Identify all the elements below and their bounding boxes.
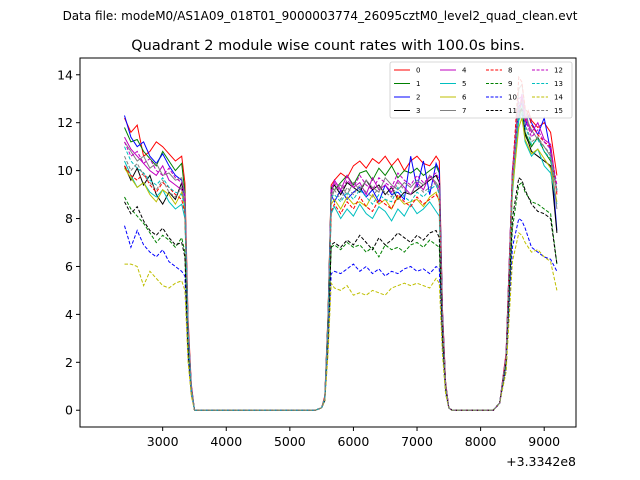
- legend-label-5: 5: [462, 80, 466, 88]
- plot-area: [124, 75, 558, 411]
- series-line-13: [124, 104, 558, 411]
- legend-label-11: 11: [508, 107, 517, 115]
- y-tick-label: 14: [57, 67, 73, 82]
- y-tick-label: 10: [57, 163, 73, 178]
- legend-label-15: 15: [554, 107, 563, 115]
- chart-title: Quadrant 2 module wise count rates with …: [131, 38, 525, 54]
- x-tick-label: 5000: [274, 434, 306, 449]
- legend-label-13: 13: [554, 80, 563, 88]
- legend-label-12: 12: [554, 67, 563, 75]
- x-tick-label: 6000: [338, 434, 370, 449]
- legend-label-4: 4: [462, 67, 467, 75]
- y-tick-label: 6: [65, 259, 73, 274]
- y-axis: 0 2 4 6 8 10 12 14: [57, 67, 80, 418]
- x-tick-label: 7000: [401, 434, 433, 449]
- x-tick-label: 3000: [147, 434, 179, 449]
- y-tick-label: 12: [57, 115, 73, 130]
- legend-label-2: 2: [416, 94, 420, 102]
- y-tick-label: 2: [65, 355, 73, 370]
- x-tick-label: 9000: [528, 434, 560, 449]
- series-line-9: [124, 181, 558, 411]
- chart-suptitle: Data file: modeM0/AS1A09_018T01_90000037…: [63, 9, 578, 23]
- legend-label-0: 0: [416, 67, 420, 75]
- legend-label-6: 6: [462, 94, 467, 102]
- x-tick-label: 8000: [465, 434, 497, 449]
- legend-label-14: 14: [554, 94, 563, 102]
- x-tick-label: 4000: [210, 434, 242, 449]
- y-tick-label: 8: [65, 211, 73, 226]
- legend-box: [389, 61, 573, 119]
- legend-label-3: 3: [416, 107, 420, 115]
- y-tick-label: 4: [65, 307, 73, 322]
- x-axis: 3000 4000 5000 6000 7000 8000 9000: [147, 427, 560, 449]
- axes-frame: [79, 57, 577, 428]
- legend-label-10: 10: [508, 94, 517, 102]
- legend-label-1: 1: [416, 80, 420, 88]
- legend-label-9: 9: [508, 80, 512, 88]
- legend-label-8: 8: [508, 67, 512, 75]
- series-line-14: [124, 232, 558, 411]
- x-offset-text: +3.3342e8: [506, 454, 576, 469]
- series-line-15: [124, 100, 558, 411]
- legend-label-7: 7: [462, 107, 466, 115]
- y-tick-label: 0: [65, 403, 73, 418]
